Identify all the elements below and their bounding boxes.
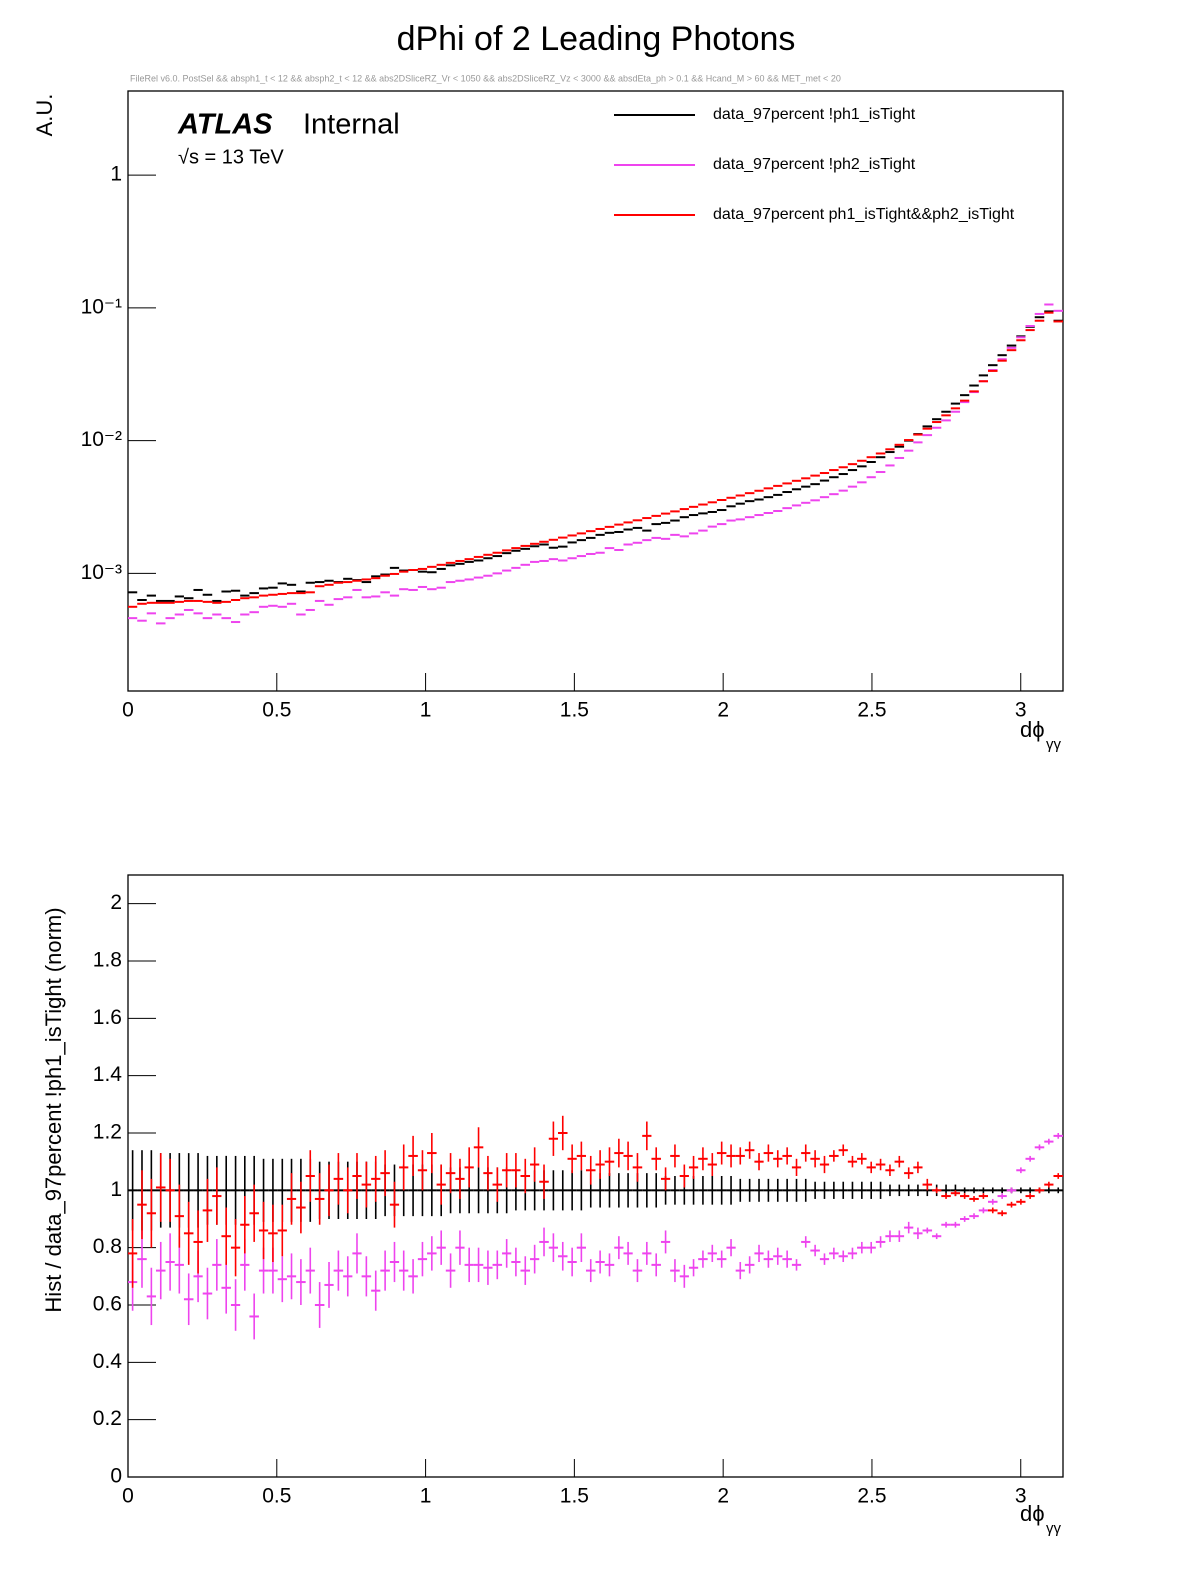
y-tick-label: 0.2 (93, 1407, 122, 1430)
y-tick-label: 1.8 (93, 949, 122, 972)
x-tick-label: 1.5 (560, 1485, 589, 1508)
y-tick-label: 10⁻² (81, 428, 122, 451)
y-tick-label: 1.4 (93, 1063, 123, 1086)
x-tick-label: 2 (717, 699, 729, 722)
energy-label: √s = 13 TeV (178, 146, 284, 168)
x-tick-label: 0.5 (262, 699, 291, 722)
x-tick-label: 0.5 (262, 1485, 291, 1508)
y-tick-label: 0 (110, 1465, 122, 1488)
x-tick-label: 0 (122, 699, 134, 722)
x-axis-label-subscript: γγ (1046, 736, 1062, 753)
plot-frame (127, 90, 1064, 692)
y-tick-label: 1 (110, 1178, 122, 1201)
experiment-label: ATLAS (177, 109, 273, 141)
y-axis-label: Hist / data_97percent !ph1_isTight (norm… (41, 907, 66, 1312)
x-tick-label: 2 (717, 1485, 729, 1508)
y-tick-label: 1 (110, 163, 122, 186)
y-tick-label: 1.6 (93, 1006, 122, 1029)
y-tick-label: 2 (110, 891, 122, 914)
y-tick-label: 10⁻³ (81, 561, 122, 584)
y-tick-label: 0.4 (93, 1350, 123, 1373)
y-tick-label: 0.6 (93, 1293, 122, 1316)
x-axis-label: dϕ (1020, 1501, 1045, 1526)
x-tick-label: 2.5 (857, 699, 886, 722)
legend-label: data_97percent ph1_isTight&&ph2_isTight (713, 206, 1015, 223)
x-tick-label: 1 (420, 699, 432, 722)
y-tick-label: 1.2 (93, 1121, 122, 1144)
chart-subtitle: FileRel v6.0. PostSel && absph1_t < 12 &… (130, 73, 841, 83)
x-axis-label-subscript: γγ (1046, 1520, 1062, 1537)
x-tick-label: 2.5 (857, 1485, 886, 1508)
y-tick-label: 10⁻¹ (81, 295, 122, 318)
legend-label: data_97percent !ph2_isTight (713, 156, 916, 173)
x-axis-label: dϕ (1020, 717, 1045, 742)
status-label: Internal (303, 109, 400, 141)
y-axis-label: A.U. (32, 94, 57, 137)
x-tick-label: 3 (1015, 699, 1027, 722)
y-tick-label: 0.8 (93, 1235, 122, 1258)
chart-title: dPhi of 2 Leading Photons (397, 20, 796, 58)
x-tick-label: 3 (1015, 1485, 1027, 1508)
x-tick-label: 1 (420, 1485, 432, 1508)
legend-label: data_97percent !ph1_isTight (713, 106, 916, 123)
x-tick-label: 1.5 (560, 699, 589, 722)
x-tick-label: 0 (122, 1485, 134, 1508)
